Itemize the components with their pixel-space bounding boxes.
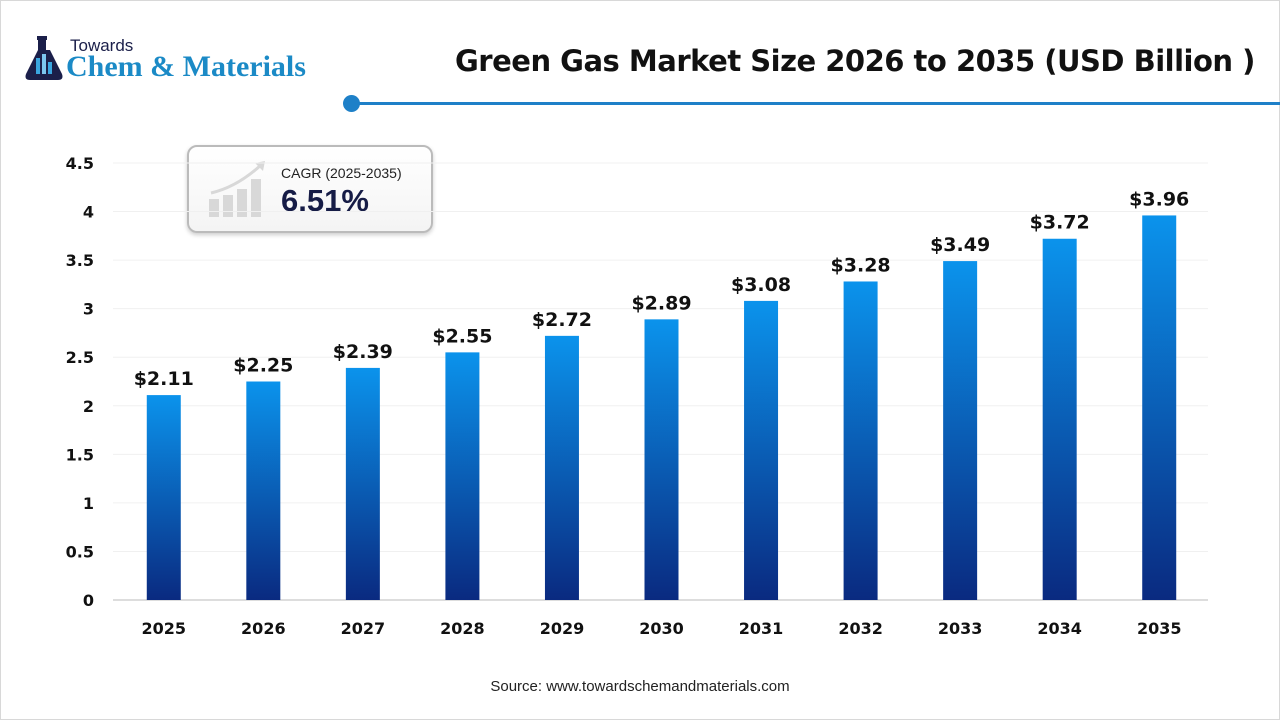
cagr-box: CAGR (2025-2035) 6.51% <box>187 145 433 233</box>
source-note: Source: www.towardschemandmaterials.com <box>490 678 790 695</box>
logo-line2: Chem & Materials <box>66 50 306 83</box>
logo-line1: Towards <box>70 36 134 55</box>
growth-chart-icon <box>209 161 265 217</box>
title-dot <box>343 95 360 112</box>
cagr-label: CAGR (2025-2035) <box>281 165 402 181</box>
flask-logo-icon <box>25 36 63 80</box>
cagr-value: 6.51% <box>281 183 369 218</box>
title-underline <box>352 102 1280 105</box>
chart-title: Green Gas Market Size 2026 to 2035 (USD … <box>455 44 1255 78</box>
